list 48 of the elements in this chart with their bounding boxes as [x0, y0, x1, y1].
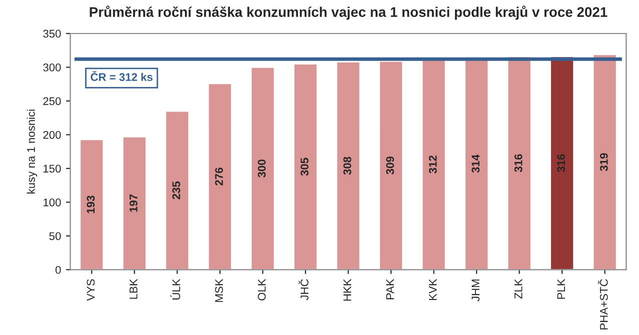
data-label: 276: [215, 168, 223, 186]
bar: [79, 138, 104, 270]
x-tick-label: JHČ: [298, 279, 308, 300]
x-tick-label: PHA+STČ: [598, 279, 608, 330]
bar: [250, 66, 276, 270]
x-tick-label: LBK: [130, 278, 138, 299]
y-tick-label: 250: [43, 97, 61, 106]
bar: [506, 56, 532, 270]
bar: [336, 61, 361, 270]
data-label: 319: [600, 153, 608, 172]
ref-line-label: ČR = 312 ks: [90, 70, 152, 82]
bar: [164, 110, 190, 270]
x-tick-label: JHM: [472, 280, 480, 302]
y-tick-label: 200: [43, 130, 61, 139]
x-tick-label: KVK: [429, 278, 437, 300]
data-label: 300: [258, 160, 266, 178]
y-tick-label: 350: [43, 30, 61, 38]
x-tick-label: PLK: [557, 278, 565, 299]
bar: [592, 54, 618, 270]
bar: [208, 82, 232, 270]
y-axis-title: kusy na 1 nosnici: [26, 110, 38, 194]
x-tick-label: HKK: [343, 278, 352, 301]
y-tick-label: 150: [44, 164, 61, 173]
data-label: 309: [386, 156, 394, 174]
data-label: 235: [172, 181, 180, 200]
x-tick-label: PAK: [386, 278, 394, 300]
y-tick-label: 100: [44, 198, 61, 206]
data-label: 193: [86, 196, 95, 214]
bar: [550, 56, 575, 270]
data-label: 305: [300, 158, 308, 176]
bar: [293, 63, 318, 270]
y-tick-label: 300: [43, 64, 61, 72]
x-tick-label: MSK: [215, 278, 223, 302]
x-tick-label: ZLK: [514, 278, 522, 299]
chart-title: Průměrná roční snáška konzumních vajec na 1 nosnici podle krajů v roce 2021: [90, 6, 608, 20]
data-label: 197: [130, 194, 138, 212]
y-tick-label: 0: [56, 266, 61, 274]
data-label: 316: [514, 154, 522, 172]
data-label: 316: [557, 154, 566, 172]
x-tick-label: ÚLK: [170, 278, 180, 300]
bar: [122, 136, 147, 270]
bar: [378, 60, 404, 270]
data-label: 314: [472, 154, 480, 173]
data-label: 308: [343, 156, 352, 175]
x-tick-label: OLK: [258, 278, 266, 300]
x-tick-label: VYS: [86, 279, 95, 301]
data-label: 312: [428, 156, 437, 174]
y-tick-label: 50: [49, 232, 61, 240]
